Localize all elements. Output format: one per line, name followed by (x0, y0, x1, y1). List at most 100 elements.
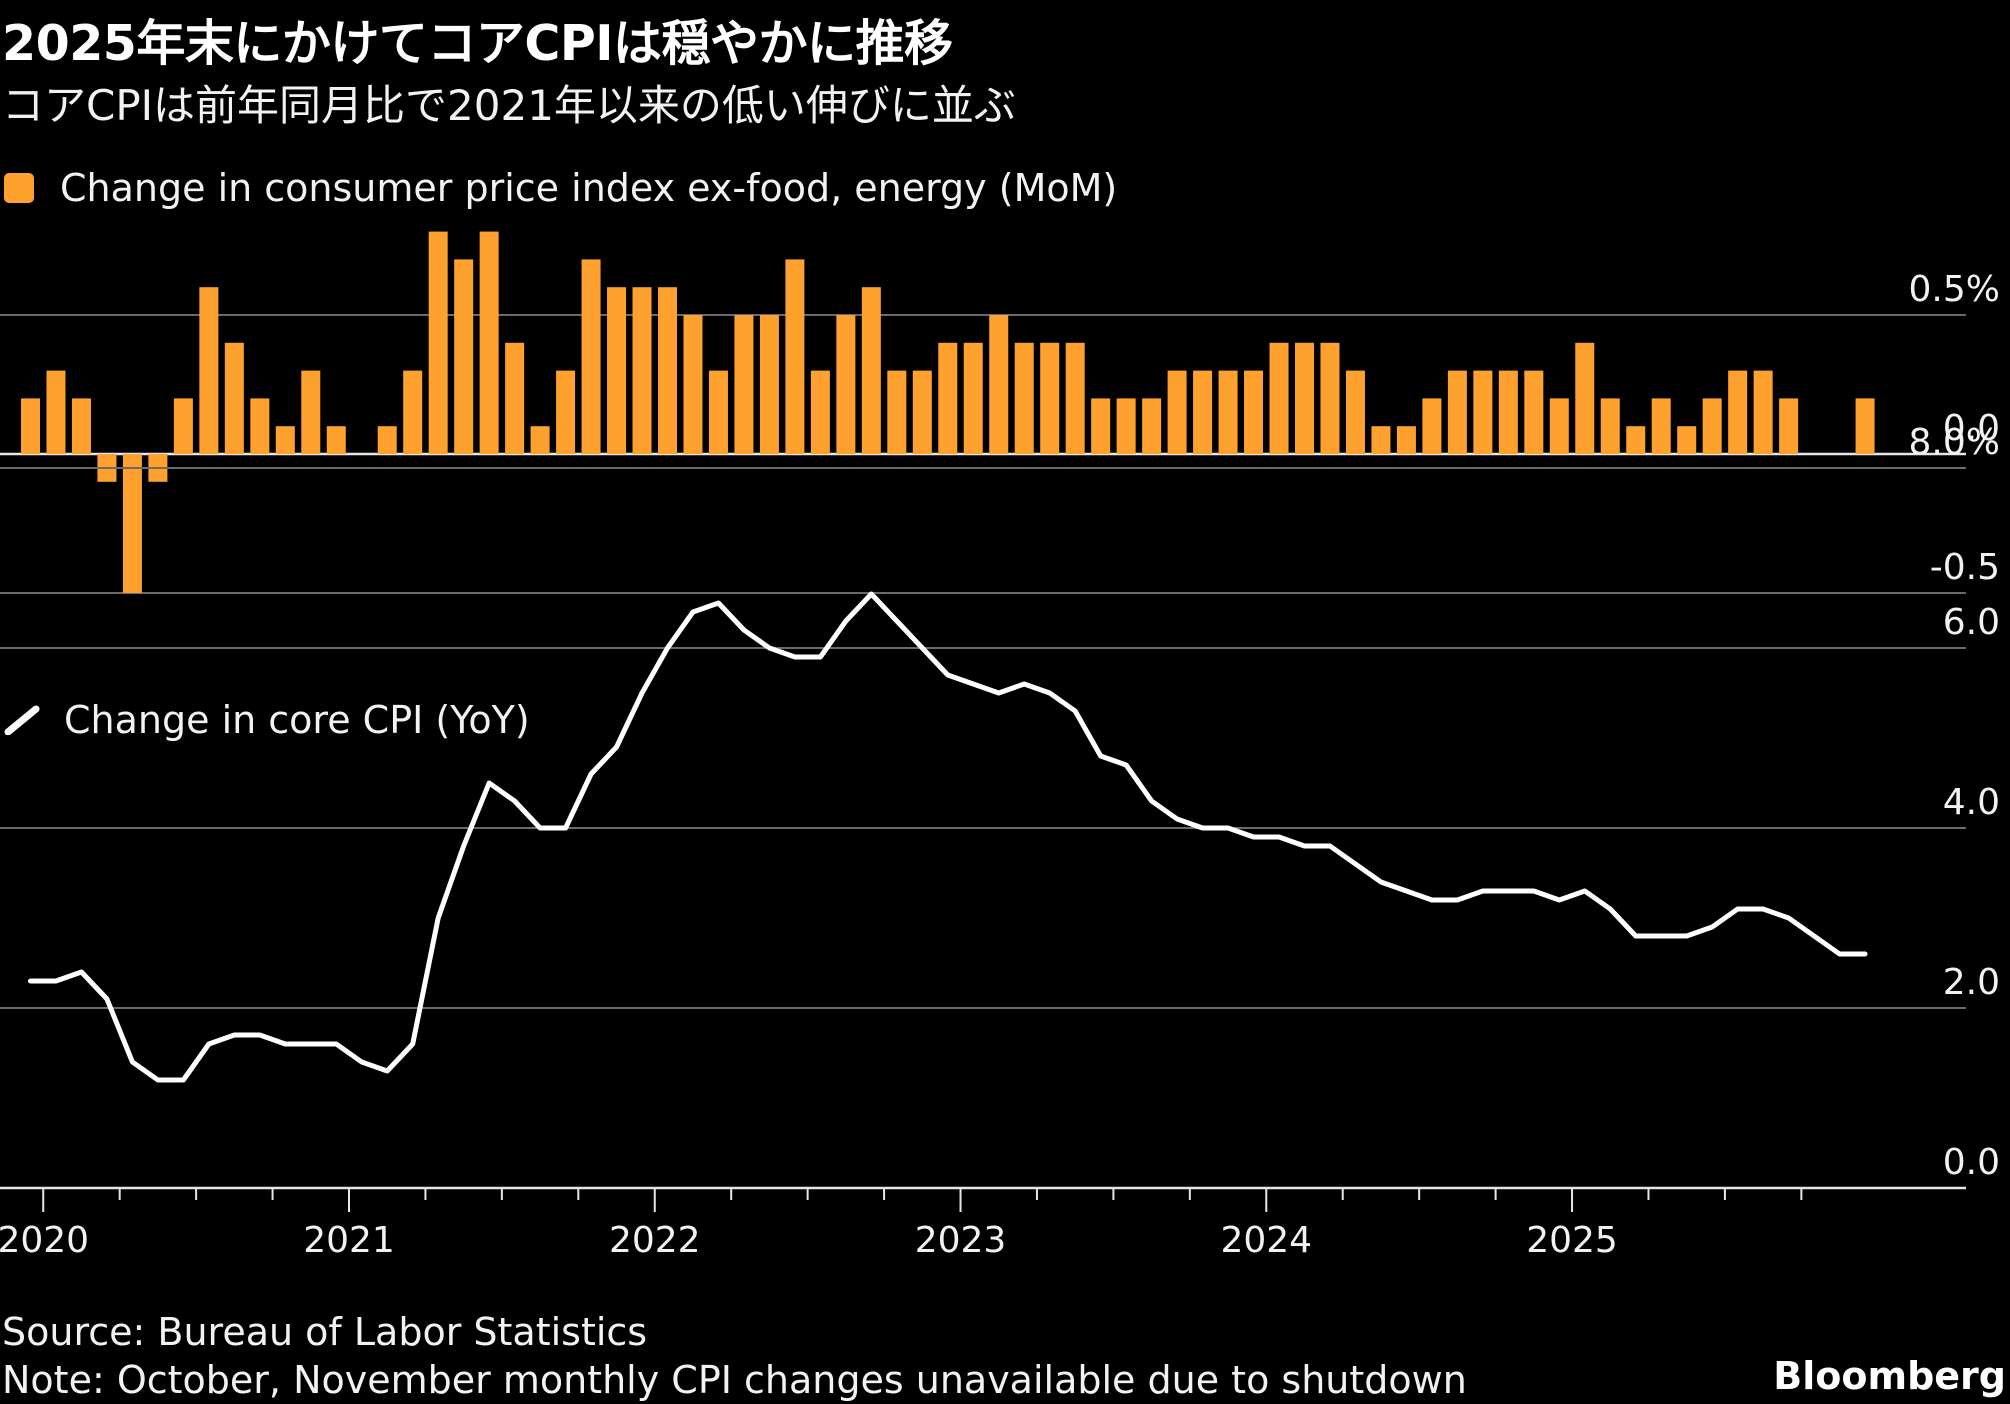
bar (1422, 398, 1442, 454)
bar (1524, 370, 1544, 454)
bar-y-tick-label: -0.5 (1930, 547, 2000, 588)
bar (607, 287, 627, 454)
bar (301, 370, 321, 454)
bar (46, 370, 66, 454)
x-tick-label: 2024 (1220, 1220, 1312, 1261)
x-tick-label: 2023 (915, 1220, 1007, 1261)
bar (1320, 342, 1340, 454)
square-swatch-icon (4, 173, 34, 203)
bar-y-tick-label: 0.0 (1943, 408, 2000, 449)
source-note: Source: Bureau of Labor Statistics (2, 1310, 648, 1354)
bar (1167, 370, 1187, 454)
bar (887, 370, 907, 454)
bar-legend: Change in consumer price index ex-food, … (4, 166, 1117, 210)
bar (963, 342, 983, 454)
bar (1447, 370, 1467, 454)
core-cpi-yoy-line (28, 591, 1868, 1083)
bar (1091, 398, 1111, 454)
bar (556, 370, 576, 454)
bar (836, 315, 856, 454)
bar-legend-label: Change in consumer price index ex-food, … (60, 166, 1118, 210)
line-y-tick-label: 4.0 (1943, 782, 2000, 823)
bar (1677, 426, 1697, 454)
line-y-tick-label: 8.0% (1909, 422, 2000, 463)
bar (861, 287, 881, 454)
bar (1371, 426, 1391, 454)
bar (1626, 426, 1646, 454)
bar (1702, 398, 1722, 454)
footnote: Note: October, November monthly CPI chan… (2, 1358, 1467, 1402)
bar (1396, 426, 1416, 454)
bar (224, 342, 244, 454)
bar (1549, 398, 1569, 454)
bloomberg-logo: Bloomberg (1773, 1354, 2006, 1398)
line-y-tick-label: 0.0 (1943, 1142, 2000, 1183)
bar (173, 398, 193, 454)
bar (1244, 370, 1264, 454)
bar (428, 231, 448, 454)
bar (734, 315, 754, 454)
line-y-tick-label: 2.0 (1943, 962, 2000, 1003)
bar (1014, 342, 1034, 454)
bar (581, 259, 601, 454)
bar-chart-bars (21, 231, 1875, 593)
bar (1753, 370, 1773, 454)
chart-subtitle: コアCPIは前年同月比で2021年以来の低い伸びに並ぶ (2, 81, 1016, 130)
bar (1218, 370, 1238, 454)
bar (1855, 398, 1875, 454)
bar (683, 315, 703, 454)
bar (1269, 342, 1289, 454)
bar (708, 370, 728, 454)
bar (377, 426, 397, 454)
bar (658, 287, 677, 454)
bar (810, 370, 830, 454)
line-y-tick-label: 6.0 (1943, 602, 2000, 643)
line-legend-label: Change in core CPI (YoY) (64, 698, 530, 742)
bar (1651, 398, 1671, 454)
bar (912, 370, 932, 454)
bar (454, 259, 474, 454)
bar (275, 426, 295, 454)
bar (1600, 398, 1620, 454)
bar (938, 342, 958, 454)
x-tick-label: 2025 (1526, 1220, 1618, 1261)
chart-title: 2025年末にかけてコアCPIは穏やかに推移 (2, 15, 953, 72)
bar (1065, 342, 1085, 454)
bar (1473, 370, 1493, 454)
bar (1116, 398, 1136, 454)
bar (989, 315, 1009, 454)
bar (1142, 398, 1162, 454)
bar (505, 342, 525, 454)
bar-y-tick-label: 0.5% (1909, 269, 2000, 310)
bar (1345, 370, 1365, 454)
bar (1498, 370, 1518, 454)
bar (785, 259, 805, 454)
bar (199, 287, 219, 454)
line-chart-y-ticks: 8.0% 6.0 4.0 2.0 0.0 (1909, 422, 2000, 1183)
bar (1040, 342, 1060, 454)
line-legend: Change in core CPI (YoY) (4, 698, 530, 742)
bar-chart-gridlines (0, 314, 1966, 594)
bar (1779, 398, 1799, 454)
bar (403, 370, 423, 454)
bar (71, 398, 91, 454)
bar (632, 287, 652, 454)
bar (530, 426, 550, 454)
x-tick-label: 2020 (0, 1220, 89, 1261)
bar (759, 315, 779, 454)
bar (1193, 370, 1213, 454)
line-chart-series (28, 591, 1868, 1083)
bar (1575, 342, 1595, 454)
x-axis: 2020 2021 2022 2023 2024 2025 (0, 1186, 1966, 1261)
line-swatch-icon (4, 705, 40, 735)
line-chart-gridlines (0, 467, 1966, 1009)
bar (21, 398, 40, 454)
bar (122, 454, 142, 593)
bar (250, 398, 270, 454)
bar-chart-y-ticks: 0.5% 0.0 -0.5 (1909, 269, 2000, 588)
bar (1295, 342, 1314, 454)
x-tick-label: 2022 (609, 1220, 701, 1261)
bar (479, 231, 499, 454)
x-tick-label: 2021 (303, 1220, 395, 1261)
